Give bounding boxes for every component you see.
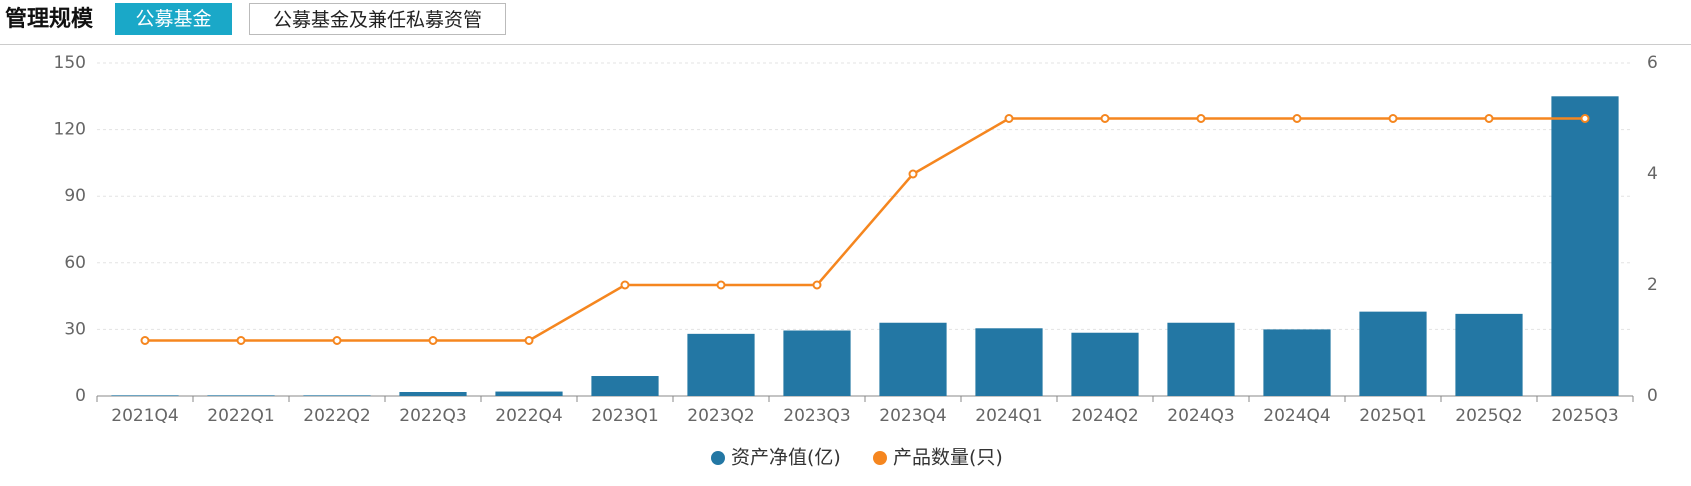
y2-tick-label: 4 xyxy=(1647,164,1658,184)
y2-tick-label: 0 xyxy=(1647,386,1658,406)
legend-label: 资产净值(亿) xyxy=(731,447,841,469)
line-point xyxy=(1196,114,1206,123)
x-tick-label: 2023Q3 xyxy=(783,406,850,426)
bar xyxy=(303,395,371,396)
x-tick-label: 2022Q2 xyxy=(303,406,370,426)
bar xyxy=(399,392,467,396)
section-title: 管理规模 xyxy=(5,7,94,32)
bar xyxy=(1263,329,1331,396)
x-tick-label: 2025Q2 xyxy=(1455,406,1522,426)
y-tick-label: 120 xyxy=(54,120,86,140)
bar xyxy=(687,333,755,396)
line-point xyxy=(1100,114,1110,123)
header: 管理规模 公募基金 公募基金及兼任私募资管 xyxy=(0,0,1691,45)
y-tick-label: 150 xyxy=(54,53,86,73)
line-point xyxy=(524,336,534,345)
x-tick-label: 2024Q3 xyxy=(1167,406,1234,426)
bar xyxy=(1455,313,1523,396)
tab[interactable]: 公募基金及兼任私募资管 xyxy=(249,3,506,35)
x-tick-label: 2023Q2 xyxy=(687,406,754,426)
line xyxy=(145,117,1585,342)
line-point xyxy=(620,280,630,290)
bar xyxy=(1071,332,1139,396)
bar xyxy=(495,391,563,396)
y-tick-label: 60 xyxy=(64,253,86,273)
legend-label: 产品数量(只) xyxy=(893,447,1003,469)
line-point xyxy=(1388,114,1398,123)
bar xyxy=(783,330,851,396)
y-tick-label: 0 xyxy=(75,386,86,406)
x-tick-label: 2024Q4 xyxy=(1263,406,1330,426)
bar xyxy=(1359,311,1427,396)
y2-tick-label: 6 xyxy=(1647,53,1658,73)
bar xyxy=(975,328,1043,396)
line-point xyxy=(1004,114,1014,123)
bar xyxy=(1551,96,1619,397)
bar xyxy=(207,395,275,396)
line-point xyxy=(1580,114,1590,123)
x-tick-label: 2025Q3 xyxy=(1551,406,1618,426)
x-tick-label: 2025Q1 xyxy=(1359,406,1426,426)
bar xyxy=(879,322,947,396)
line-point xyxy=(1484,114,1494,123)
line-point xyxy=(908,169,918,179)
x-tick-label: 2021Q4 xyxy=(111,406,178,426)
line-point xyxy=(812,280,822,290)
bar xyxy=(111,395,179,396)
y-tick-label: 30 xyxy=(64,319,86,339)
y2-tick-label: 2 xyxy=(1647,275,1658,295)
tab-active[interactable]: 公募基金 xyxy=(115,3,232,35)
x-tick-label: 2023Q1 xyxy=(591,406,658,426)
bar xyxy=(591,376,659,396)
x-tick-label: 2022Q1 xyxy=(207,406,274,426)
line-point xyxy=(236,336,246,345)
legend-marker xyxy=(711,451,725,465)
line-point xyxy=(332,336,342,345)
x-tick-label: 2022Q4 xyxy=(495,406,562,426)
x-tick-label: 2022Q3 xyxy=(399,406,466,426)
line-point xyxy=(428,336,438,345)
y-tick-label: 90 xyxy=(64,186,86,206)
line-point xyxy=(1292,114,1302,123)
x-tick-label: 2024Q1 xyxy=(975,406,1042,426)
x-tick-label: 2023Q4 xyxy=(879,406,946,426)
legend-marker xyxy=(873,451,887,465)
line-point xyxy=(716,280,726,290)
line-point xyxy=(140,336,150,345)
x-tick-label: 2024Q2 xyxy=(1071,406,1138,426)
bar xyxy=(1167,322,1235,396)
